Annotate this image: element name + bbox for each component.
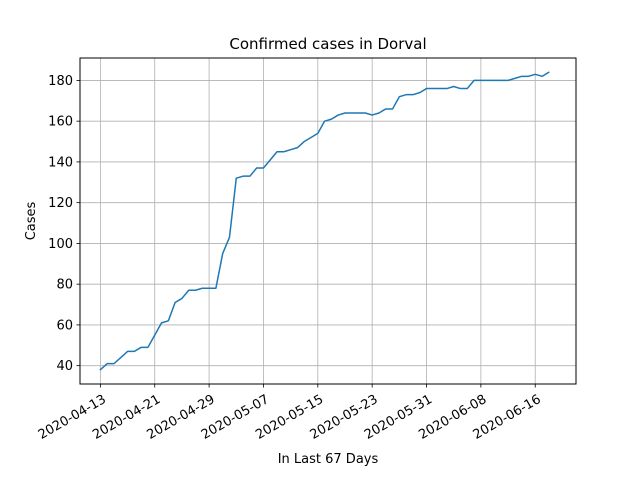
y-tick-label: 140 xyxy=(48,155,73,170)
y-tick-label: 80 xyxy=(56,278,73,293)
grid-lines xyxy=(80,58,576,384)
y-tick-label: 180 xyxy=(48,74,73,89)
x-axis-label: In Last 67 Days xyxy=(278,452,379,467)
plot-area-frame xyxy=(79,57,577,385)
series-line xyxy=(99,71,550,371)
y-tick-label: 40 xyxy=(56,359,73,374)
y-axis-ticks: 40 60 80 100 120 140 160 180 xyxy=(48,74,80,374)
x-axis-ticks: 2020-04-132020-04-212020-04-292020-05-07… xyxy=(36,384,544,443)
y-tick-label: 60 xyxy=(56,318,73,333)
y-axis-label: Cases xyxy=(24,201,39,240)
y-tick-label: 160 xyxy=(48,115,73,130)
y-tick-label: 120 xyxy=(48,196,73,211)
y-tick-label: 100 xyxy=(48,237,73,252)
chart-title: Confirmed cases in Dorval xyxy=(229,35,426,53)
